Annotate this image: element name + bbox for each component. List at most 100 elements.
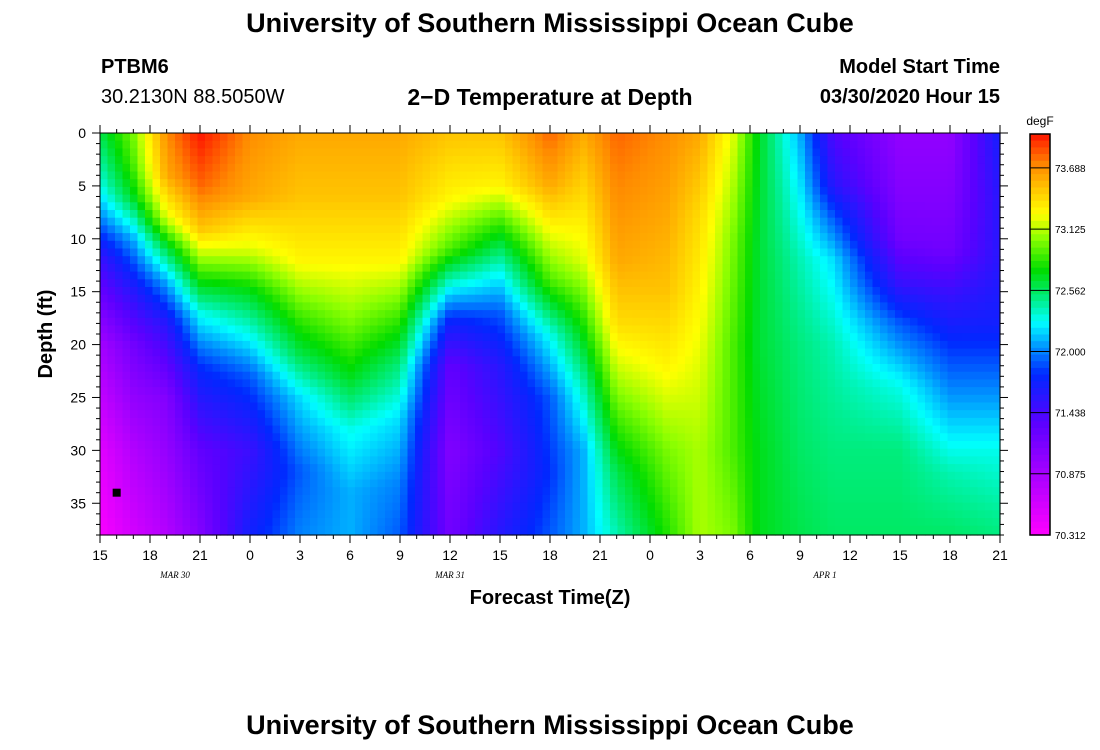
heatmap-cell xyxy=(317,371,326,380)
heatmap-cell xyxy=(655,156,664,165)
heatmap-cell xyxy=(625,502,634,511)
heatmap-cell xyxy=(550,279,559,288)
heatmap-cell xyxy=(520,133,529,142)
heatmap-cell xyxy=(137,148,146,157)
heatmap-cell xyxy=(430,133,439,142)
heatmap-cell xyxy=(797,394,806,404)
heatmap-cell xyxy=(797,256,806,265)
heatmap-cell xyxy=(550,302,559,311)
heatmap-cell xyxy=(737,356,746,365)
heatmap-cell xyxy=(310,464,319,473)
heatmap-cell xyxy=(782,294,791,303)
heatmap-cell xyxy=(790,510,799,519)
heatmap-cell xyxy=(460,287,469,296)
heatmap-cell xyxy=(647,279,656,288)
heatmap-cell xyxy=(235,456,244,465)
heatmap-cell xyxy=(625,487,634,496)
heatmap-cell xyxy=(775,225,784,234)
heatmap-cell xyxy=(190,140,199,149)
heatmap-cell xyxy=(782,140,791,149)
heatmap-cell xyxy=(250,271,259,280)
heatmap-cell xyxy=(520,240,529,250)
heatmap-cell xyxy=(355,210,364,219)
heatmap-cell xyxy=(340,271,349,280)
heatmap-cell xyxy=(272,471,281,481)
heatmap-cell xyxy=(152,194,161,203)
heatmap-cell xyxy=(295,340,304,350)
heatmap-cell xyxy=(655,479,664,488)
heatmap-cell xyxy=(250,233,259,242)
heatmap-cell xyxy=(445,464,454,473)
heatmap-cell xyxy=(595,163,604,173)
heatmap-cell xyxy=(707,348,716,357)
heatmap-cell xyxy=(790,163,799,173)
heatmap-cell xyxy=(430,256,439,265)
heatmap-cell xyxy=(647,263,656,273)
heatmap-cell xyxy=(242,456,251,465)
heatmap-cell xyxy=(707,317,716,327)
heatmap-cell xyxy=(182,133,191,142)
heatmap-cell xyxy=(347,310,356,319)
heatmap-cell xyxy=(227,425,236,434)
heatmap-cell xyxy=(520,348,529,357)
heatmap-cell xyxy=(775,310,784,319)
heatmap-cell xyxy=(512,217,521,226)
heatmap-cell xyxy=(272,348,281,357)
heatmap-cell xyxy=(632,356,641,365)
heatmap-cell xyxy=(445,479,454,488)
heatmap-cell xyxy=(760,494,769,504)
heatmap-cell xyxy=(752,263,761,273)
heatmap-cell xyxy=(175,133,184,142)
heatmap-cell xyxy=(752,433,761,442)
heatmap-cell xyxy=(722,441,731,450)
heatmap-cell xyxy=(100,210,109,219)
heatmap-cell xyxy=(422,464,431,473)
heatmap-cell xyxy=(370,410,379,419)
heatmap-cell xyxy=(745,179,754,188)
heatmap-cell xyxy=(640,171,649,180)
heatmap-cell xyxy=(632,410,641,419)
heatmap-cell xyxy=(317,479,326,488)
heatmap-cell xyxy=(805,194,814,203)
heatmap-cell xyxy=(782,271,791,280)
heatmap-cell xyxy=(250,456,259,465)
heatmap-cell xyxy=(475,202,484,211)
heatmap-cell xyxy=(190,233,199,242)
heatmap-cell xyxy=(497,240,506,250)
heatmap-cell xyxy=(392,171,401,180)
heatmap-cell xyxy=(280,263,289,273)
heatmap-cell xyxy=(647,510,656,519)
heatmap-cell xyxy=(775,194,784,203)
heatmap-cell xyxy=(730,417,739,427)
heatmap-cell xyxy=(745,456,754,465)
heatmap-cell xyxy=(250,325,259,334)
heatmap-cell xyxy=(655,163,664,173)
heatmap-cell xyxy=(737,325,746,334)
heatmap-cell xyxy=(490,310,499,319)
heatmap-cell xyxy=(257,171,266,180)
heatmap-cell xyxy=(220,518,229,527)
heatmap-cell xyxy=(505,233,514,242)
heatmap-cell xyxy=(752,487,761,496)
heatmap-cell xyxy=(362,333,371,342)
heatmap-cell xyxy=(535,179,544,188)
heatmap-cell xyxy=(632,171,641,180)
heatmap-cell xyxy=(737,417,746,427)
heatmap-cell xyxy=(565,233,574,242)
heatmap-cell xyxy=(557,179,566,188)
heatmap-cell xyxy=(182,140,191,149)
heatmap-cell xyxy=(160,140,169,149)
heatmap-cell xyxy=(677,233,686,242)
heatmap-cell xyxy=(467,441,476,450)
heatmap-cell xyxy=(175,140,184,149)
heatmap-cell xyxy=(190,518,199,527)
heatmap-cell xyxy=(767,140,776,149)
heatmap-cell xyxy=(700,202,709,211)
heatmap-cell xyxy=(662,325,671,334)
heatmap-cell xyxy=(325,263,334,273)
heatmap-cell xyxy=(685,333,694,342)
heatmap-cell xyxy=(452,410,461,419)
heatmap-cell xyxy=(602,471,611,481)
heatmap-cell xyxy=(347,179,356,188)
heatmap-cell xyxy=(587,417,596,427)
